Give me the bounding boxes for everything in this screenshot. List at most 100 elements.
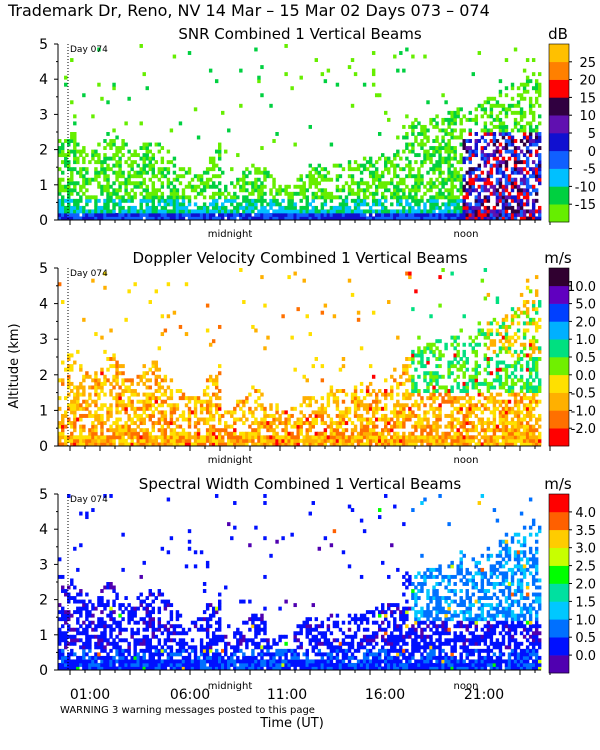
data-cell: [474, 177, 479, 182]
data-cell: [365, 216, 370, 221]
data-cell: [456, 335, 460, 340]
data-cell: [76, 142, 80, 147]
data-cell: [163, 328, 168, 333]
data-cell: [205, 385, 210, 390]
data-cell: [441, 216, 445, 221]
data-cell: [184, 396, 189, 401]
data-cell: [326, 396, 331, 401]
data-cell: [233, 195, 237, 200]
data-cell: [528, 135, 533, 140]
data-cell: [516, 378, 521, 383]
data-cell: [205, 181, 210, 186]
data-cell: [492, 399, 497, 404]
data-cell: [100, 620, 104, 625]
data-cell: [516, 417, 521, 422]
data-cell: [326, 399, 331, 404]
data-cell: [516, 121, 521, 126]
data-cell: [516, 353, 521, 358]
data-cell: [172, 310, 177, 315]
data-cell: [196, 212, 201, 217]
data-cell: [115, 624, 119, 629]
data-cell: [396, 181, 400, 186]
data-cell: [344, 209, 349, 214]
data-cell: [528, 153, 533, 158]
data-cell: [251, 205, 255, 210]
data-cell: [109, 191, 113, 196]
data-cell: [456, 435, 460, 440]
data-cell: [311, 167, 315, 172]
data-cell: [88, 385, 92, 390]
data-cell: [58, 610, 62, 615]
data-cell: [374, 160, 379, 165]
data-cell: [130, 627, 134, 632]
data-cell: [124, 317, 128, 322]
data-cell: [73, 666, 77, 671]
data-cell: [353, 191, 358, 196]
data-cell: [109, 666, 113, 671]
data-cell: [133, 613, 137, 618]
data-cell: [371, 413, 376, 418]
data-cell: [266, 421, 270, 426]
data-cell: [444, 212, 448, 217]
data-cell: [160, 212, 165, 217]
data-cell: [70, 652, 74, 657]
data-cell: [504, 371, 509, 376]
data-cell: [61, 585, 65, 590]
data-cell: [178, 205, 183, 210]
data-cell: [169, 160, 174, 165]
data-cell: [245, 205, 249, 210]
data-cell: [390, 389, 394, 393]
data-cell: [217, 364, 222, 369]
data-cell: [208, 156, 213, 161]
data-cell: [257, 184, 261, 189]
data-cell: [365, 188, 370, 193]
data-cell: [531, 307, 536, 312]
data-cell: [492, 442, 497, 447]
data-cell: [148, 431, 152, 436]
data-cell: [175, 406, 180, 411]
data-cell: [504, 188, 509, 193]
data-cell: [411, 307, 415, 312]
data-cell: [347, 438, 352, 443]
data-cell: [284, 209, 288, 214]
data-cell: [387, 188, 391, 193]
data-cell: [275, 188, 279, 193]
data-cell: [426, 346, 430, 351]
data-cell: [435, 378, 439, 383]
data-cell: [160, 170, 165, 175]
data-cell: [154, 174, 159, 179]
data-cell: [308, 435, 312, 440]
data-cell: [338, 438, 343, 443]
data-cell: [519, 160, 524, 165]
data-cell: [528, 403, 533, 408]
data-cell: [281, 410, 285, 415]
data-cell: [486, 128, 491, 133]
data-cell: [332, 163, 337, 168]
data-cell: [498, 417, 503, 422]
data-cell: [429, 431, 433, 436]
data-cell: [495, 181, 500, 186]
data-cell: [73, 438, 77, 443]
data-cell: [293, 216, 297, 221]
data-cell: [365, 184, 370, 189]
data-cell: [163, 212, 168, 217]
data-cell: [510, 371, 515, 376]
data-cell: [100, 167, 104, 172]
data-cell: [106, 205, 110, 210]
data-cell: [136, 184, 140, 189]
data-cell: [115, 364, 119, 369]
data-cell: [384, 188, 388, 193]
data-cell: [196, 438, 201, 443]
data-cell: [374, 209, 379, 214]
data-cell: [269, 205, 273, 210]
data-cell: [160, 174, 165, 179]
data-cell: [371, 191, 376, 196]
data-cell: [163, 378, 168, 383]
data-cell: [350, 177, 355, 182]
data-cell: [528, 128, 533, 133]
data-cell: [359, 346, 364, 351]
data-cell: [483, 378, 488, 383]
data-cell: [516, 188, 521, 193]
data-cell: [510, 431, 515, 436]
